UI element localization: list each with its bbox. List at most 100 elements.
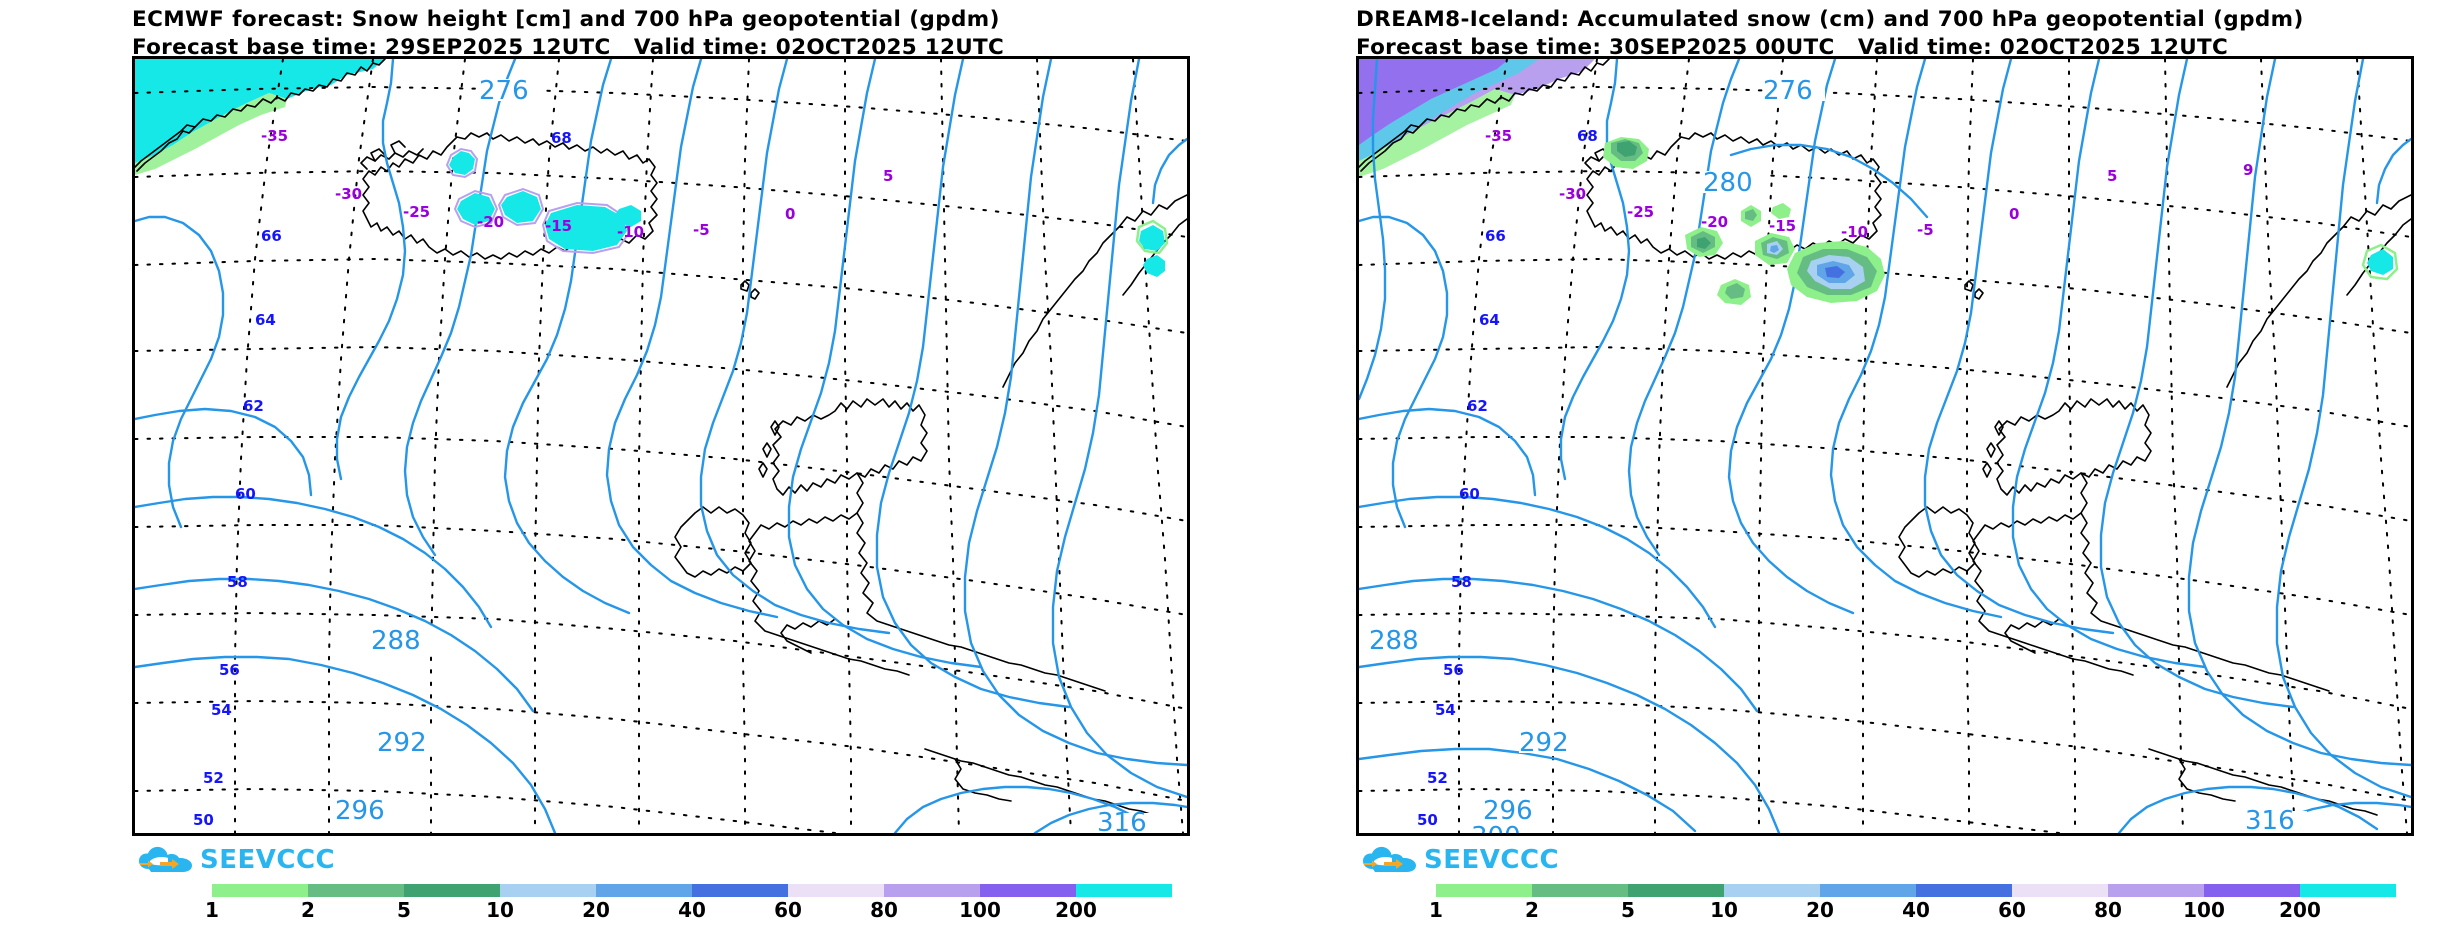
lat-label: 52 [1427, 769, 1448, 787]
lon-label: -35 [1485, 127, 1512, 145]
lon-label: -25 [1627, 203, 1654, 221]
lat-label: 60 [235, 485, 256, 503]
seevccc-logo-left: SEEVCCC [138, 843, 335, 877]
lat-label: 50 [193, 811, 214, 829]
colorbar-segment [1436, 884, 1532, 897]
colorbar-segment [596, 884, 692, 897]
colorbar-tick: 40 [1902, 898, 1930, 922]
map-canvas-left: -35 -30 -25 -20 -15 -10 -5 0 5 68 66 [135, 59, 1187, 833]
colorbar-strip [212, 884, 1172, 897]
graticule-layer [135, 59, 1187, 833]
colorbar-tick: 200 [1055, 898, 1097, 922]
lon-label: 0 [2009, 205, 2019, 223]
lat-label: 62 [1467, 397, 1488, 415]
colorbar-tick: 10 [486, 898, 514, 922]
colorbar-segment [1724, 884, 1820, 897]
lat-label: 62 [243, 397, 264, 415]
snow-fill-iceland [445, 147, 1169, 277]
colorbar-segment [2300, 884, 2396, 897]
panel-title-line2: Forecast base time: 30SEP2025 00UTC Vali… [1356, 34, 2229, 60]
snow-fill-iceland [1603, 137, 2399, 305]
lat-label: 52 [203, 769, 224, 787]
geopotential-label: 280 [1703, 168, 1753, 198]
colorbar-segment [692, 884, 788, 897]
lat-label: 64 [1479, 311, 1500, 329]
geopotential-contour-layer [1359, 59, 2411, 833]
cloud-icon [1363, 846, 1416, 872]
colorbar-tick: 100 [959, 898, 1001, 922]
colorbar-segment [1076, 884, 1172, 897]
map-frame-left[interactable]: -35 -30 -25 -20 -15 -10 -5 0 5 68 66 [132, 56, 1190, 836]
geopotential-contour-layer [135, 59, 1187, 833]
lat-label: 56 [219, 661, 240, 679]
lat-label: 60 [1459, 485, 1480, 503]
lon-label: -10 [617, 223, 644, 241]
geopotential-label: 300 [1471, 822, 1521, 833]
colorbar-segment [788, 884, 884, 897]
lon-label: -30 [1559, 185, 1586, 203]
forecast-panel-left: ECMWF forecast: Snow height [cm] and 700… [0, 0, 1224, 925]
map-canvas-right: -35 -30 -25 -20 -15 -10 -5 0 5 9 68 [1359, 59, 2411, 833]
geopotential-label: 292 [377, 728, 427, 758]
longitude-label-group: -35 -30 -25 -20 -15 -10 -5 0 5 [261, 127, 893, 241]
colorbar-right: 1 2 5 10 20 40 60 80 100 200 [1429, 884, 2396, 922]
lon-label: 5 [883, 167, 893, 185]
geopotential-label: 276 [479, 76, 529, 106]
panel-title-line1: DREAM8-Iceland: Accumulated snow (cm) an… [1356, 7, 2304, 32]
colorbar-tick: 5 [397, 898, 411, 922]
colorbar-segment [980, 884, 1076, 897]
colorbar-tick: 10 [1710, 898, 1738, 922]
lat-label: 54 [1435, 701, 1456, 719]
lat-label: 68 [1577, 127, 1598, 145]
lon-label: 9 [2243, 161, 2253, 179]
panel-title-line2: Forecast base time: 29SEP2025 12UTC Vali… [132, 34, 1005, 60]
colorbar-tick: 1 [1429, 898, 1443, 922]
colorbar-tick: 80 [870, 898, 898, 922]
snow-fill-greenland [135, 59, 385, 175]
colorbar-segment [404, 884, 500, 897]
map-frame-right[interactable]: -35 -30 -25 -20 -15 -10 -5 0 5 9 68 [1356, 56, 2414, 836]
colorbar-left: 1 2 5 10 20 40 60 80 100 200 [205, 884, 1172, 922]
colorbar-tick: 1 [205, 898, 219, 922]
colorbar-segment [1532, 884, 1628, 897]
colorbar-tick: 60 [1998, 898, 2026, 922]
lat-label: 50 [1417, 811, 1438, 829]
colorbar-tick: 80 [2094, 898, 2122, 922]
geopotential-label: 288 [1369, 626, 1419, 656]
colorbar-tick: 5 [1621, 898, 1635, 922]
colorbar-segment [1820, 884, 1916, 897]
lon-label: -30 [335, 185, 362, 203]
colorbar-segment [500, 884, 596, 897]
geopotential-label: 316 [1097, 808, 1147, 833]
colorbar-tick: 2 [1525, 898, 1539, 922]
colorbar-segment [884, 884, 980, 897]
panel-title-line1: ECMWF forecast: Snow height [cm] and 700… [132, 7, 1000, 32]
panel-title-left: ECMWF forecast: Snow height [cm] and 700… [132, 6, 1212, 62]
colorbar-segment [308, 884, 404, 897]
colorbar-tick: 20 [582, 898, 610, 922]
colorbar-tick: 40 [678, 898, 706, 922]
colorbar-segment [2204, 884, 2300, 897]
geopotential-label: 296 [1483, 796, 1533, 826]
colorbar-tick: 60 [774, 898, 802, 922]
lon-label: 0 [785, 205, 795, 223]
seevccc-logo-right: SEEVCCC [1362, 843, 1559, 877]
geopotential-label: 292 [1519, 728, 1569, 758]
cloud-icon [139, 846, 192, 872]
lat-label: 66 [1485, 227, 1506, 245]
lon-label: 5 [2107, 167, 2117, 185]
longitude-label-group: -35 -30 -25 -20 -15 -10 -5 0 5 9 [1485, 127, 2253, 241]
geopotential-label: 276 [1763, 76, 1813, 106]
lat-label: 56 [1443, 661, 1464, 679]
snow-fill-greenland [1359, 59, 1595, 177]
lon-label: -20 [477, 213, 504, 231]
colorbar-segment [2012, 884, 2108, 897]
lon-label: -15 [545, 217, 572, 235]
lat-label: 68 [551, 129, 572, 147]
lon-label: -5 [1917, 221, 1934, 239]
logo-text: SEEVCCC [200, 845, 336, 875]
lon-label: -35 [261, 127, 288, 145]
forecast-panel-right: DREAM8-Iceland: Accumulated snow (cm) an… [1224, 0, 2448, 925]
latitude-label-group: 68 66 64 62 60 58 56 54 52 50 [1417, 127, 1598, 829]
